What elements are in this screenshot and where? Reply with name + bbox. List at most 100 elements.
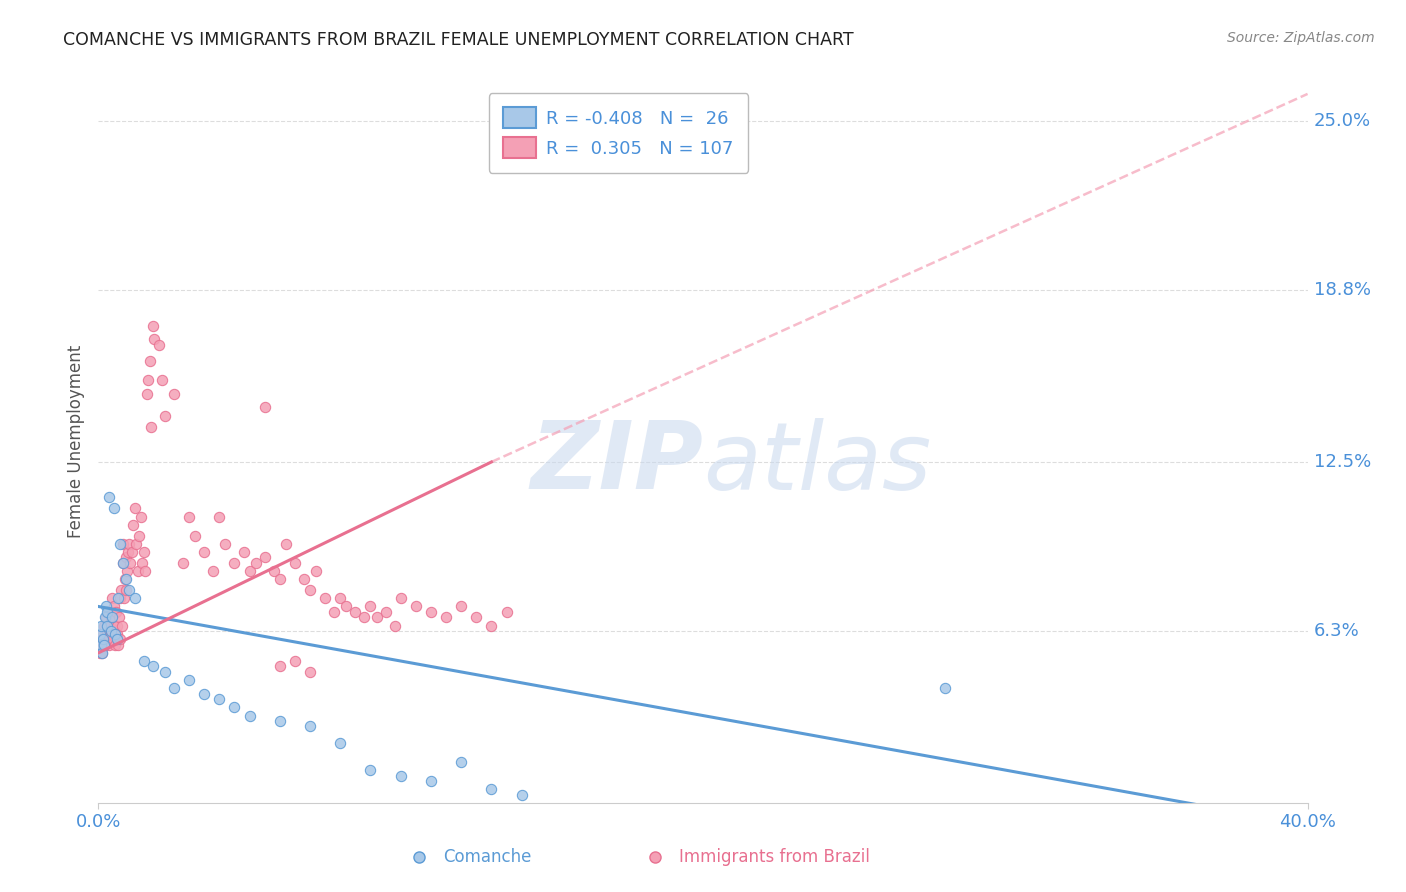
Point [120,556,142,570]
Point [450,755,472,769]
Point [94,638,117,652]
Point [94,610,117,624]
Text: 6.3%: 6.3% [1313,622,1360,640]
Point [292,572,315,586]
Point [214,537,236,551]
Point [89,646,111,660]
Point [481,618,503,632]
Point [93,638,115,652]
Point [125,537,148,551]
Point [114,550,136,565]
Point [111,537,134,551]
Point [110,583,132,598]
Point [101,632,124,647]
Point [111,618,134,632]
Point [115,583,138,598]
Point [90,618,112,632]
Point [103,599,125,614]
Point [314,591,336,606]
Point [299,719,322,733]
Point [103,501,125,516]
Point [93,638,115,652]
Point [101,591,124,606]
Point [96,618,118,632]
Point [127,564,149,578]
Point [118,583,141,598]
Point [344,605,367,619]
Point [118,537,141,551]
Point [142,318,165,333]
Point [153,409,176,423]
Point [142,659,165,673]
Point [239,708,262,723]
Point [269,572,291,586]
Point [100,610,122,624]
Point [91,632,114,647]
Point [136,373,159,387]
Point [172,556,194,570]
Point [114,572,136,586]
Point [107,591,129,606]
Point [163,387,186,401]
Point [139,354,162,368]
Point [131,556,153,570]
Point [366,610,388,624]
Point [253,401,276,415]
Point [450,599,472,614]
Point [329,736,352,750]
Point [420,605,443,619]
Y-axis label: Female Unemployment: Female Unemployment [66,345,84,538]
Point [253,550,276,565]
Point [135,387,157,401]
Point [143,332,166,346]
Point [1236,809,1258,823]
Point [335,599,357,614]
Point [360,763,382,777]
Point [193,687,215,701]
Point [98,618,121,632]
Point [245,556,267,570]
Point [108,537,131,551]
Point [360,599,382,614]
Point [353,610,375,624]
Point [239,564,262,578]
Point [91,646,114,660]
Point [374,605,396,619]
Point [128,528,150,542]
Point [107,638,129,652]
Point [98,638,121,652]
Point [100,624,122,638]
Point [384,618,406,632]
Point [124,591,146,606]
Point [104,626,127,640]
Point [98,491,121,505]
Text: ZIP: ZIP [530,417,703,509]
Point [299,665,322,679]
Point [299,583,322,598]
Point [224,556,246,570]
Point [90,638,112,652]
Point [90,626,112,640]
Point [115,564,138,578]
Point [208,509,231,524]
Point [114,572,136,586]
Point [104,605,127,619]
Point [389,768,412,782]
Point [510,788,533,802]
Point [108,591,131,606]
Point [100,626,122,640]
Text: Comanche: Comanche [443,848,531,866]
Point [305,564,328,578]
Point [284,654,307,668]
Point [434,610,457,624]
Point [104,638,127,652]
Point [112,556,135,570]
Point [91,632,114,647]
Point [148,337,170,351]
Point [179,673,201,687]
Legend: R = -0.408   N =  26, R =  0.305   N = 107: R = -0.408 N = 26, R = 0.305 N = 107 [488,93,748,172]
Point [153,665,176,679]
Text: atlas: atlas [703,417,931,508]
Point [163,681,186,696]
Point [405,599,427,614]
